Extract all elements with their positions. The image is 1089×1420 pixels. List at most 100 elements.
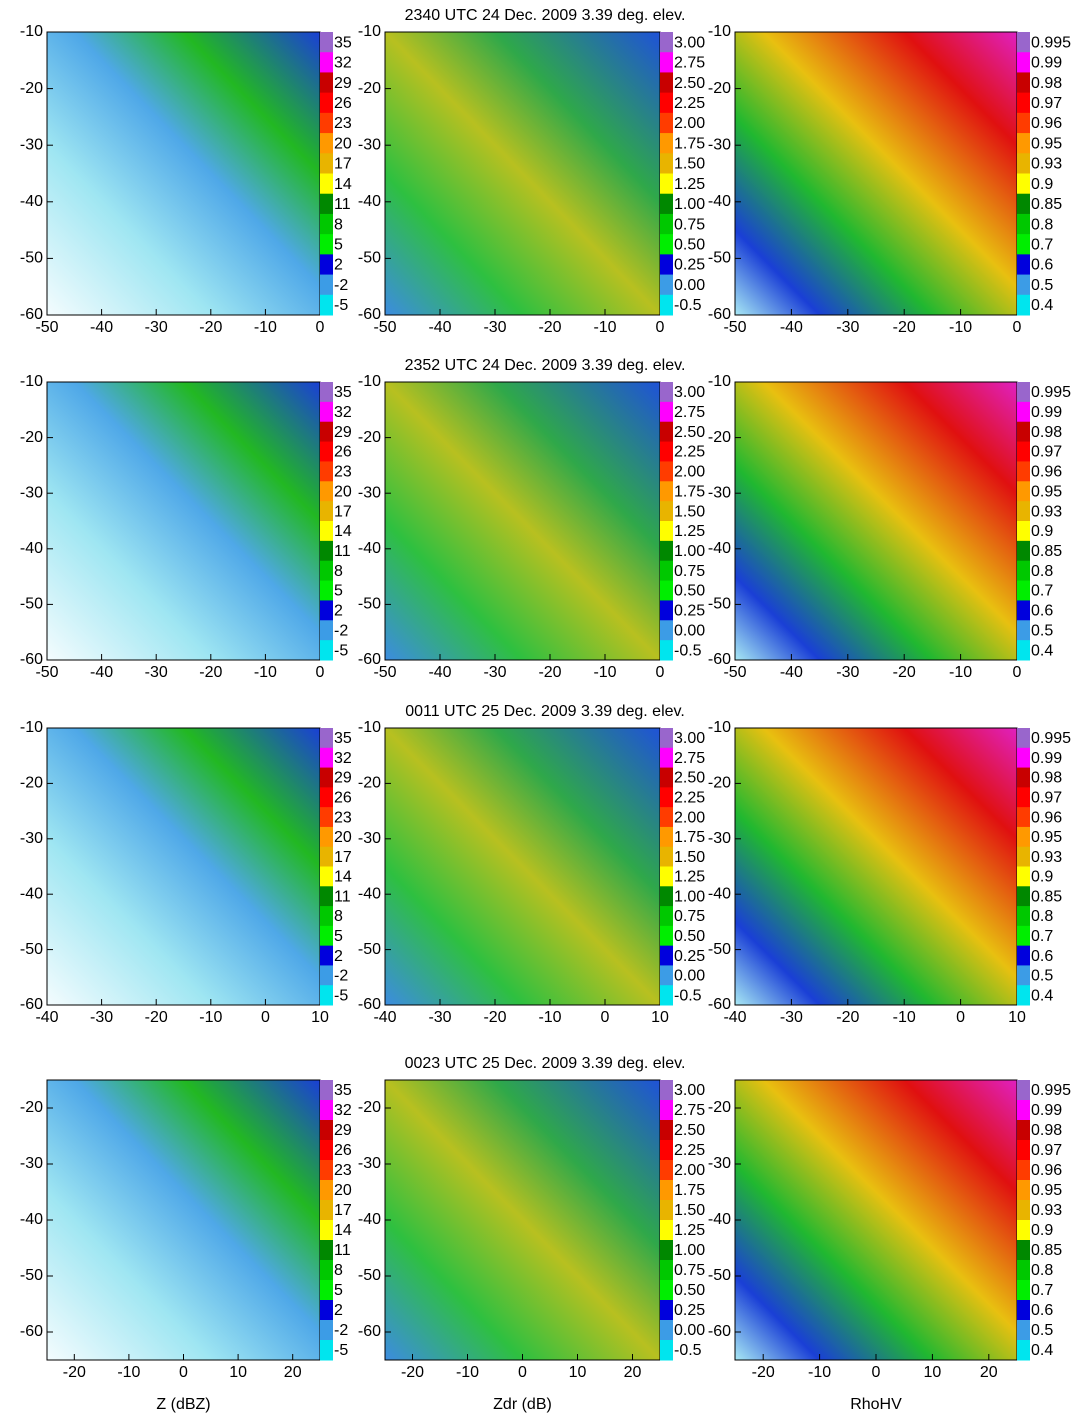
colorbar-segment — [1017, 481, 1030, 502]
x-tick-label: 20 — [284, 1364, 302, 1381]
colorbar-label: 0.6 — [1031, 1302, 1053, 1319]
colorbar-label: 29 — [334, 424, 352, 441]
radar-field — [735, 1080, 1017, 1360]
colorbar-segment — [1017, 1300, 1030, 1321]
colorbar-segment — [1017, 925, 1030, 947]
colorbar-segment — [1017, 461, 1030, 482]
colorbar-label: 8 — [334, 216, 343, 233]
y-tick-label: -50 — [20, 250, 43, 267]
colorbar-segment — [320, 461, 333, 482]
colorbar-segment — [1017, 1140, 1030, 1161]
colorbar-segment — [660, 441, 673, 462]
x-tick-label: -50 — [723, 664, 746, 681]
colorbar-label: 8 — [334, 908, 343, 925]
colorbar-segment — [1017, 728, 1030, 749]
y-tick-label: -20 — [708, 80, 731, 97]
colorbar-segment — [320, 1160, 333, 1181]
colorbar-segment — [660, 985, 673, 1006]
colorbar-segment — [660, 826, 673, 848]
colorbar-segment — [660, 728, 673, 749]
colorbar-label: 3.00 — [674, 1082, 705, 1099]
y-tick-label: -40 — [358, 1211, 381, 1228]
colorbar-label: 0.8 — [1031, 216, 1053, 233]
colorbar-segment — [1017, 382, 1030, 403]
colorbar-label: 23 — [334, 809, 352, 826]
colorbar-segment — [1017, 153, 1030, 174]
x-tick-label: 20 — [980, 1364, 998, 1381]
colorbar-segment — [1017, 826, 1030, 848]
colorbar-segment — [320, 254, 333, 276]
colorbar-label: -5 — [334, 297, 348, 314]
colorbar-segment — [1017, 133, 1030, 154]
colorbar-label: 11 — [334, 543, 351, 560]
x-tick-label: -40 — [35, 1009, 58, 1026]
colorbar-segment — [660, 52, 673, 73]
colorbar-segment — [660, 1300, 673, 1321]
x-tick-label: -40 — [723, 1009, 746, 1026]
row-title: 0011 UTC 25 Dec. 2009 3.39 deg. elev. — [405, 703, 685, 720]
colorbar-segment — [660, 1240, 673, 1261]
colorbar-label: 11 — [334, 1242, 351, 1259]
colorbar-label: 0.7 — [1031, 928, 1053, 945]
x-tick-label: 0 — [956, 1009, 965, 1026]
colorbar-segment — [1017, 234, 1030, 255]
x-tick-label: 0 — [179, 1364, 188, 1381]
colorbar-segment — [320, 153, 333, 174]
radar-field — [735, 728, 1017, 1005]
y-tick-label: -50 — [708, 941, 731, 958]
colorbar-label: 0.8 — [1031, 563, 1053, 580]
y-tick-label: -10 — [20, 23, 43, 40]
colorbar-label: 0.98 — [1031, 1122, 1062, 1139]
x-tick-label: -30 — [780, 1009, 803, 1026]
colorbar-label: 2.50 — [674, 1122, 705, 1139]
radar-field — [47, 1080, 320, 1360]
colorbar-segment — [1017, 421, 1030, 443]
colorbar-label: 0.7 — [1031, 236, 1053, 253]
y-tick-label: -50 — [20, 596, 43, 613]
colorbar-label: 0.98 — [1031, 424, 1062, 441]
y-tick-label: -60 — [20, 306, 43, 323]
colorbar-segment — [320, 401, 333, 423]
colorbar-segment — [320, 846, 333, 867]
colorbar-segment — [660, 1280, 673, 1301]
colorbar-segment — [320, 193, 333, 215]
radar-field — [47, 32, 320, 315]
colorbar-label: 2.00 — [674, 464, 705, 481]
y-tick-label: -30 — [20, 830, 43, 847]
colorbar-label: 0.97 — [1031, 1142, 1062, 1159]
colorbar-segment — [1017, 32, 1030, 53]
colorbar-label: 3.00 — [674, 384, 705, 401]
colorbar-segment — [320, 640, 333, 661]
colorbar-label: 0.9 — [1031, 1222, 1053, 1239]
y-tick-label: -20 — [20, 1099, 43, 1116]
colorbar-segment — [1017, 441, 1030, 462]
colorbar-segment — [660, 1340, 673, 1361]
colorbar-label: 1.50 — [674, 156, 705, 173]
x-tick-label: -20 — [538, 664, 561, 681]
colorbar-label: 29 — [334, 75, 352, 92]
y-tick-label: -40 — [708, 540, 731, 557]
y-tick-label: -20 — [20, 80, 43, 97]
y-tick-label: -30 — [708, 1155, 731, 1172]
row-title: 0023 UTC 25 Dec. 2009 3.39 deg. elev. — [405, 1055, 686, 1072]
x-tick-label: 0 — [316, 664, 325, 681]
colorbar-segment — [660, 421, 673, 443]
colorbar-label: 0.85 — [1031, 196, 1062, 213]
colorbar-label: 0.00 — [674, 622, 705, 639]
colorbar-segment — [320, 540, 333, 562]
x-tick-label: -30 — [145, 319, 168, 336]
colorbar-label: 2 — [334, 1302, 343, 1319]
x-tick-label: -20 — [893, 319, 916, 336]
x-tick-label: 0 — [1013, 664, 1022, 681]
y-tick-label: -50 — [358, 596, 381, 613]
colorbar-segment — [660, 560, 673, 582]
y-tick-label: -10 — [708, 23, 731, 40]
x-tick-label: -20 — [483, 1009, 506, 1026]
colorbar-label: 26 — [334, 1142, 352, 1159]
colorbar-label: 0.995 — [1031, 730, 1071, 747]
colorbar-segment — [1017, 1180, 1030, 1201]
colorbar-label: 0.8 — [1031, 1262, 1053, 1279]
colorbar-label: -2 — [334, 622, 348, 639]
colorbar-segment — [320, 580, 333, 601]
x-tick-label: 0 — [518, 1364, 527, 1381]
